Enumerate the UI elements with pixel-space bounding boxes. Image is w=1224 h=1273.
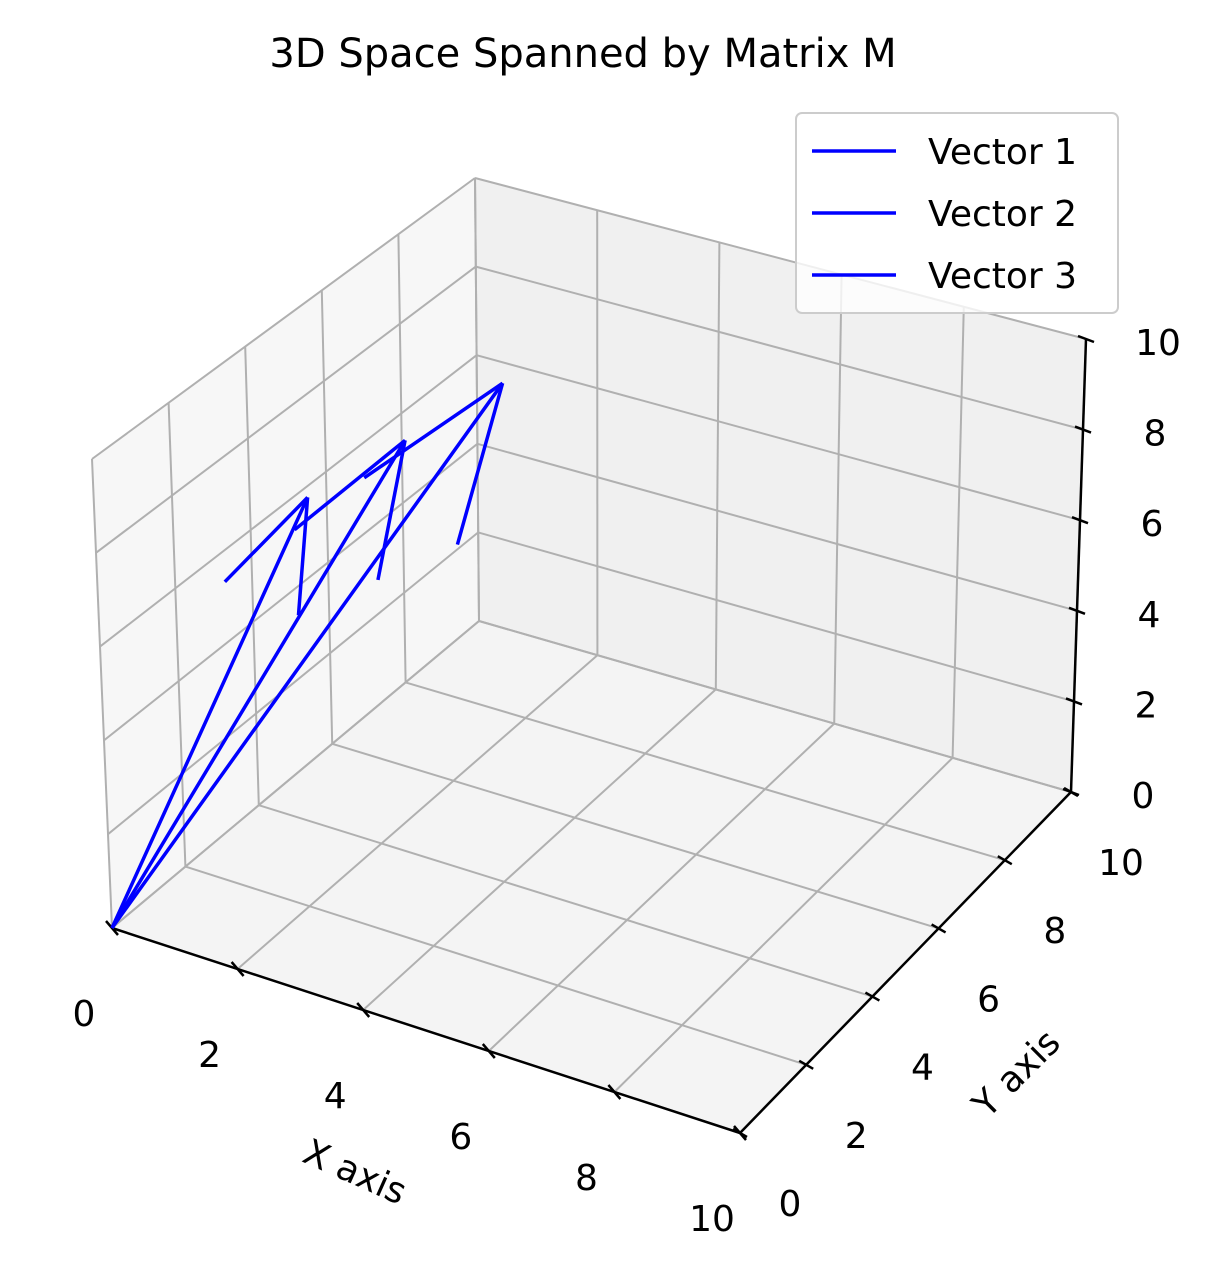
vector-1-arrowhead — [296, 497, 310, 616]
legend-label: Vector 2 — [928, 194, 1077, 235]
y-tick — [864, 991, 881, 1002]
x-tick-label: 4 — [324, 1076, 347, 1117]
vector-3 — [110, 381, 505, 930]
grid-line-x-floor — [613, 757, 954, 1093]
grid-line-z-back — [477, 531, 1075, 703]
tick-labels: 0 2 4 6 8 10 0 2 4 6 8 10 0 2 4 6 8 10 — [73, 323, 1181, 1240]
grid-line-z-left — [95, 265, 477, 554]
grid-line-y-left — [91, 458, 113, 929]
y-tick-label: 6 — [977, 979, 1000, 1020]
grid-line-z-left — [103, 443, 479, 742]
y-tick-label: 10 — [1098, 843, 1144, 884]
x-tick — [356, 1002, 371, 1018]
vector-series — [110, 381, 505, 930]
grid-line-x-floor — [488, 722, 835, 1052]
z-tick-label: 10 — [1135, 323, 1181, 364]
grid-line-z-left — [111, 620, 480, 929]
z-tick — [1068, 606, 1086, 615]
grid-line-z-left — [107, 531, 479, 835]
y-axis-line — [739, 791, 1072, 1134]
vector-3-arrowhead — [363, 381, 504, 480]
vector-2-shaft — [110, 439, 407, 929]
y-tick-label: 2 — [845, 1116, 868, 1157]
vector-3-shaft — [110, 382, 505, 930]
vector-3-arrowhead — [455, 382, 505, 546]
z-tick — [1071, 516, 1089, 525]
x-tick-label: 10 — [689, 1199, 735, 1240]
grid-line-z-left — [99, 354, 478, 648]
y-tick — [798, 1059, 814, 1070]
z-tick — [1074, 425, 1092, 434]
grid-line-x-back — [833, 274, 843, 724]
grid-line-z-back — [476, 354, 1081, 522]
grid-line-x-back — [714, 242, 721, 690]
y-tick-label: 8 — [1043, 911, 1066, 952]
back-pane — [475, 178, 1086, 792]
grid-line-x-floor — [236, 654, 599, 970]
legend-item[interactable]: Vector 1 — [812, 132, 1077, 173]
z-tick-label: 2 — [1135, 685, 1158, 726]
x-axis-label: X axis — [297, 1132, 413, 1213]
y-tick-label: 0 — [779, 1184, 802, 1225]
y-tick-label: 4 — [911, 1048, 934, 1089]
x-tick-label: 8 — [575, 1158, 598, 1199]
grid-line-y-left — [167, 402, 187, 867]
grid-line-y-floor — [478, 620, 1072, 793]
vector-1-shaft — [110, 496, 310, 929]
legend-label: Vector 1 — [928, 132, 1077, 173]
x-tick — [607, 1084, 622, 1100]
vector-1 — [110, 496, 310, 929]
z-tick — [1062, 787, 1080, 797]
x-tick — [481, 1043, 496, 1059]
z-axis-line — [1069, 338, 1088, 793]
legend-label: Vector 3 — [928, 256, 1077, 297]
x-axis-line — [111, 926, 741, 1135]
z-tick-label: 0 — [1132, 776, 1155, 817]
chart-title: 3D Space Spanned by Matrix M — [269, 31, 896, 77]
vector-1-arrowhead — [223, 496, 309, 584]
y-tick — [997, 855, 1013, 866]
legend-item[interactable]: Vector 2 — [812, 194, 1077, 235]
axes — [111, 338, 1088, 1135]
grid-line-y-floor — [405, 681, 1006, 862]
y-tick — [732, 1127, 748, 1139]
grid-line-y-floor — [258, 804, 873, 998]
left-pane — [92, 178, 479, 928]
y-axis-label: Y axis — [964, 1022, 1068, 1126]
vector-2-arrowhead — [293, 438, 407, 532]
x-tick-label: 6 — [449, 1117, 472, 1158]
tick-marks — [105, 334, 1095, 1141]
grid-line-y-floor — [185, 865, 807, 1066]
x-tick-label: 2 — [198, 1035, 221, 1076]
x-tick — [230, 961, 245, 977]
z-tick-label: 8 — [1144, 414, 1167, 455]
z-tick-label: 6 — [1141, 504, 1164, 545]
grid-line-y-left — [320, 290, 334, 744]
x-tick-label: 0 — [73, 994, 96, 1035]
legend-item[interactable]: Vector 3 — [812, 256, 1077, 297]
z-tick — [1077, 334, 1095, 344]
vector-2 — [110, 438, 407, 929]
grid-line-z-back — [477, 442, 1078, 612]
grid-line-y-floor — [331, 742, 939, 930]
legend[interactable]: Vector 1 Vector 2 Vector 3 — [795, 112, 1119, 314]
grid-line-z-left — [91, 177, 476, 460]
grid-line-x-back — [951, 306, 965, 758]
grid-line-z-back — [475, 265, 1084, 431]
grid-line-x-floor — [362, 688, 717, 1011]
legend-box — [795, 112, 1119, 314]
y-tick — [930, 923, 947, 934]
z-tick-label: 4 — [1138, 595, 1161, 636]
z-tick — [1065, 697, 1083, 706]
vector-2-arrowhead — [376, 439, 407, 581]
